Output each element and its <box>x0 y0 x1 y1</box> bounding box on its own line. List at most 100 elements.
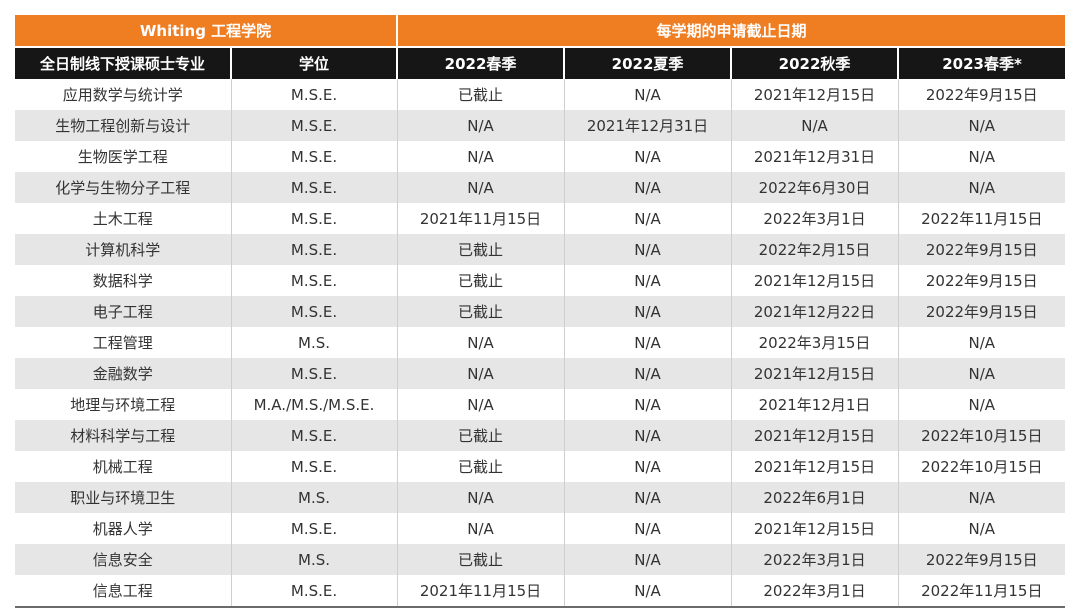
fall-2022-cell: 2022年6月1日 <box>731 482 899 513</box>
spring-2022-cell: 已截止 <box>397 265 565 296</box>
summer-2022-cell: N/A <box>564 296 732 327</box>
program-cell: 数据科学 <box>15 265 232 296</box>
program-cell: 工程管理 <box>15 327 232 358</box>
program-cell: 信息工程 <box>15 575 232 608</box>
fall-2022-cell: 2021年12月15日 <box>731 79 899 110</box>
spring-2023-cell: 2022年9月15日 <box>898 544 1066 575</box>
spring-2023-cell: N/A <box>898 389 1066 420</box>
spring-2022-cell: 已截止 <box>397 544 565 575</box>
table-row: 地理与环境工程 M.A./M.S./M.S.E. N/A N/A 2021年12月1日 N… <box>15 389 1066 420</box>
table-row: 工程管理 M.S. N/A N/A 2022年3月15日 N/A <box>15 327 1066 358</box>
column-header-2023-spring: 2023春季* <box>898 46 1066 79</box>
degree-cell: M.S.E. <box>231 296 398 327</box>
table-row: 电子工程 M.S.E. 已截止 N/A 2021年12月22日 2022年9月15日 <box>15 296 1066 327</box>
spring-2023-cell: 2022年9月15日 <box>898 234 1066 265</box>
summer-2022-cell: N/A <box>564 544 732 575</box>
fall-2022-cell: 2021年12月15日 <box>731 451 899 482</box>
spring-2022-cell: 已截止 <box>397 420 565 451</box>
fall-2022-cell: 2021年12月15日 <box>731 358 899 389</box>
table-row: 机器人学 M.S.E. N/A N/A 2021年12月15日 N/A <box>15 513 1066 544</box>
spring-2023-cell: N/A <box>898 482 1066 513</box>
program-cell: 机器人学 <box>15 513 232 544</box>
deadline-table: Whiting 工程学院 每学期的申请截止日期 全日制线下授课硕士专业 学位 2… <box>15 15 1066 608</box>
summer-2022-cell: N/A <box>564 203 732 234</box>
degree-cell: M.A./M.S./M.S.E. <box>231 389 398 420</box>
spring-2023-cell: 2022年11月15日 <box>898 575 1066 608</box>
fall-2022-cell: 2021年12月31日 <box>731 141 899 172</box>
fall-2022-cell: N/A <box>731 110 899 141</box>
fall-2022-cell: 2021年12月22日 <box>731 296 899 327</box>
spring-2023-cell: 2022年9月15日 <box>898 296 1066 327</box>
program-cell: 计算机科学 <box>15 234 232 265</box>
spring-2023-cell: N/A <box>898 327 1066 358</box>
degree-cell: M.S.E. <box>231 420 398 451</box>
program-cell: 应用数学与统计学 <box>15 79 232 110</box>
spring-2023-cell: N/A <box>898 172 1066 203</box>
degree-cell: M.S.E. <box>231 513 398 544</box>
spring-2023-cell: N/A <box>898 513 1066 544</box>
summer-2022-cell: N/A <box>564 451 732 482</box>
program-cell: 生物医学工程 <box>15 141 232 172</box>
spring-2023-cell: 2022年11月15日 <box>898 203 1066 234</box>
spring-2023-cell: 2022年9月15日 <box>898 265 1066 296</box>
spring-2022-cell: 2021年11月15日 <box>397 575 565 608</box>
table-row: 化学与生物分子工程 M.S.E. N/A N/A 2022年6月30日 N/A <box>15 172 1066 203</box>
table-row: 生物医学工程 M.S.E. N/A N/A 2021年12月31日 N/A <box>15 141 1066 172</box>
table-row: 计算机科学 M.S.E. 已截止 N/A 2022年2月15日 2022年9月15日 <box>15 234 1066 265</box>
table-row: 生物工程创新与设计 M.S.E. N/A 2021年12月31日 N/A N/A <box>15 110 1066 141</box>
summer-2022-cell: N/A <box>564 172 732 203</box>
degree-cell: M.S.E. <box>231 172 398 203</box>
summer-2022-cell: N/A <box>564 327 732 358</box>
degree-cell: M.S. <box>231 327 398 358</box>
degree-cell: M.S. <box>231 544 398 575</box>
program-cell: 土木工程 <box>15 203 232 234</box>
spring-2022-cell: N/A <box>397 110 565 141</box>
fall-2022-cell: 2022年3月15日 <box>731 327 899 358</box>
summer-2022-cell: N/A <box>564 482 732 513</box>
degree-cell: M.S.E. <box>231 234 398 265</box>
degree-cell: M.S.E. <box>231 575 398 608</box>
program-cell: 金融数学 <box>15 358 232 389</box>
table-row: 数据科学 M.S.E. 已截止 N/A 2021年12月15日 2022年9月15日 <box>15 265 1066 296</box>
program-cell: 材料科学与工程 <box>15 420 232 451</box>
spring-2022-cell: 2021年11月15日 <box>397 203 565 234</box>
group-header-row: Whiting 工程学院 每学期的申请截止日期 <box>15 15 1066 47</box>
summer-2022-cell: N/A <box>564 141 732 172</box>
spring-2023-cell: 2022年9月15日 <box>898 79 1066 110</box>
fall-2022-cell: 2021年12月15日 <box>731 513 899 544</box>
spring-2023-cell: 2022年10月15日 <box>898 451 1066 482</box>
degree-cell: M.S.E. <box>231 265 398 296</box>
fall-2022-cell: 2022年3月1日 <box>731 575 899 608</box>
degree-cell: M.S.E. <box>231 110 398 141</box>
fall-2022-cell: 2021年12月15日 <box>731 265 899 296</box>
summer-2022-cell: N/A <box>564 513 732 544</box>
summer-2022-cell: N/A <box>564 265 732 296</box>
summer-2022-cell: N/A <box>564 389 732 420</box>
program-cell: 机械工程 <box>15 451 232 482</box>
table-row: 应用数学与统计学 M.S.E. 已截止 N/A 2021年12月15日 2022年9月15… <box>15 79 1066 110</box>
spring-2022-cell: 已截止 <box>397 79 565 110</box>
table-row: 金融数学 M.S.E. N/A N/A 2021年12月15日 N/A <box>15 358 1066 389</box>
program-cell: 化学与生物分子工程 <box>15 172 232 203</box>
fall-2022-cell: 2021年12月15日 <box>731 420 899 451</box>
table-row: 土木工程 M.S.E. 2021年11月15日 N/A 2022年3月1日 2022年11… <box>15 203 1066 234</box>
column-header-row: 全日制线下授课硕士专业 学位 2022春季 2022夏季 2022秋季 2023… <box>15 46 1066 79</box>
degree-cell: M.S.E. <box>231 141 398 172</box>
column-header-2022-fall: 2022秋季 <box>731 46 900 79</box>
degree-cell: M.S.E. <box>231 451 398 482</box>
summer-2022-cell: N/A <box>564 358 732 389</box>
spring-2023-cell: N/A <box>898 358 1066 389</box>
program-cell: 地理与环境工程 <box>15 389 232 420</box>
table-row: 材料科学与工程 M.S.E. 已截止 N/A 2021年12月15日 2022年10月15… <box>15 420 1066 451</box>
summer-2022-cell: N/A <box>564 234 732 265</box>
school-header: Whiting 工程学院 <box>15 15 399 47</box>
degree-cell: M.S.E. <box>231 203 398 234</box>
column-header-2022-spring: 2022春季 <box>397 46 566 79</box>
spring-2022-cell: N/A <box>397 141 565 172</box>
column-header-program: 全日制线下授课硕士专业 <box>15 46 232 79</box>
spring-2022-cell: N/A <box>397 327 565 358</box>
spring-2022-cell: 已截止 <box>397 234 565 265</box>
deadline-group-header: 每学期的申请截止日期 <box>397 15 1066 47</box>
table-body: 应用数学与统计学 M.S.E. 已截止 N/A 2021年12月15日 2022年9月15… <box>15 79 1066 608</box>
